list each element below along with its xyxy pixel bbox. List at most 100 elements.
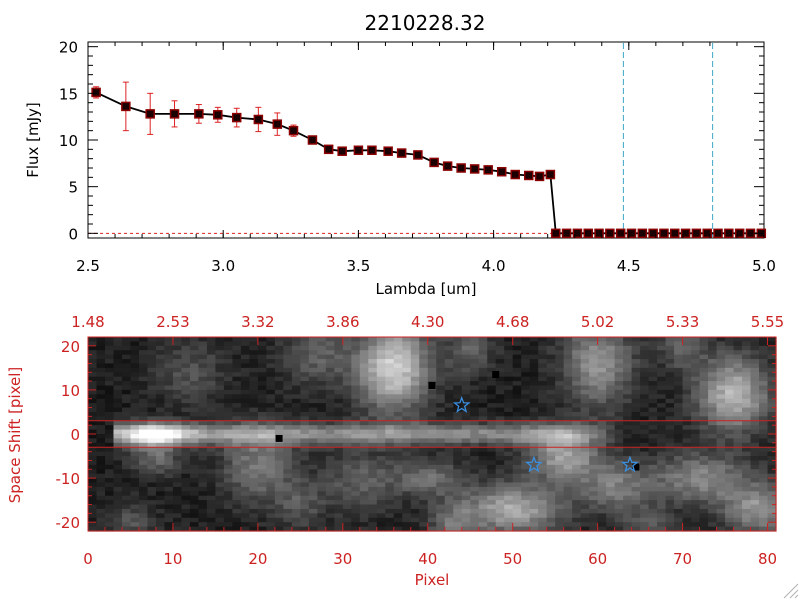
image-pixel <box>750 526 760 532</box>
image-pixel <box>614 438 624 444</box>
image-pixel <box>419 522 429 528</box>
resize-grip-icon[interactable] <box>783 583 799 599</box>
image-pixel <box>716 526 726 532</box>
image-pixel <box>640 350 650 356</box>
image-pixel <box>130 407 140 413</box>
image-pixel <box>733 438 743 444</box>
image-pixel <box>589 473 599 479</box>
image-pixel <box>742 363 752 369</box>
image-pixel <box>113 517 123 523</box>
image-pixel <box>257 451 267 457</box>
image-pixel <box>716 425 726 431</box>
image-pixel <box>682 367 692 373</box>
image-pixel <box>538 389 548 395</box>
image-pixel <box>674 522 684 528</box>
image-pixel <box>104 385 115 391</box>
image-pixel <box>189 350 200 356</box>
image-pixel <box>325 354 335 360</box>
image-pixel <box>291 434 301 440</box>
image-pixel <box>682 522 692 528</box>
image-pixel <box>572 469 582 475</box>
image-pixel <box>223 363 233 369</box>
image-pixel <box>759 478 769 484</box>
image-pixel <box>232 434 242 440</box>
image-pixel <box>410 456 420 462</box>
image-pixel <box>266 359 276 365</box>
image-pixel <box>385 381 395 387</box>
y-tick-label: 15 <box>59 85 78 103</box>
image-pixel <box>249 482 259 488</box>
image-pixel <box>546 469 556 475</box>
image-pixel <box>223 385 233 391</box>
image-pixel <box>138 486 149 492</box>
image-pixel <box>589 517 599 523</box>
image-pixel <box>427 526 437 532</box>
image-pixel <box>478 354 488 360</box>
image-pixel <box>300 359 310 365</box>
image-pixel <box>733 460 743 466</box>
image-pixel <box>512 456 522 462</box>
image-pixel <box>589 354 599 360</box>
image-pixel <box>699 367 709 373</box>
image-pixel <box>138 456 149 462</box>
image-pixel <box>648 407 658 413</box>
image-pixel <box>223 504 233 510</box>
image-pixel <box>300 345 310 351</box>
image-pixel <box>249 442 259 448</box>
image-pixel <box>325 491 335 497</box>
image-pixel <box>147 345 157 351</box>
image-pixel <box>623 403 633 409</box>
image-pixel <box>725 376 735 382</box>
image-pixel <box>631 345 641 351</box>
image-pixel <box>113 513 123 519</box>
image-pixel <box>325 429 335 435</box>
image-pixel <box>725 522 735 528</box>
image-pixel <box>640 482 650 488</box>
image-pixel <box>317 464 327 470</box>
image-pixel <box>240 376 250 382</box>
image-pixel <box>555 420 565 426</box>
image-pixel <box>402 376 412 382</box>
image-pixel <box>589 403 599 409</box>
image-pixel <box>529 350 539 356</box>
image-pixel <box>529 367 539 373</box>
image-pixel <box>385 460 395 466</box>
image-pixel <box>674 429 684 435</box>
image-pixel <box>640 345 650 351</box>
image-pixel <box>342 425 352 431</box>
image-pixel <box>308 398 318 404</box>
image-pixel <box>342 359 352 365</box>
image-pixel <box>283 456 293 462</box>
image-pixel <box>521 394 531 400</box>
image-pixel <box>597 381 607 387</box>
image-pixel <box>172 478 183 484</box>
image-pixel <box>716 403 726 409</box>
image-pixel <box>521 398 531 404</box>
image-pixel <box>691 513 701 519</box>
image-pixel <box>385 473 395 479</box>
image-pixel <box>606 500 616 506</box>
image-pixel <box>249 385 259 391</box>
image-pixel <box>172 381 183 387</box>
image-pixel <box>470 513 480 519</box>
image-pixel <box>580 345 590 351</box>
image-pixel <box>393 522 403 528</box>
pixel-tick-label: 20 <box>248 550 267 568</box>
image-pixel <box>546 429 556 435</box>
image-pixel <box>716 416 726 422</box>
image-pixel <box>317 416 327 422</box>
image-pixel <box>232 464 242 470</box>
image-pixel <box>419 350 429 356</box>
image-pixel <box>410 376 420 382</box>
image-pixel <box>648 460 658 466</box>
image-pixel <box>750 398 760 404</box>
image-pixel <box>368 486 378 492</box>
image-pixel <box>155 464 166 470</box>
image-pixel <box>138 438 149 444</box>
image-pixel <box>172 398 183 404</box>
image-pixel <box>283 469 293 475</box>
image-pixel <box>427 513 437 519</box>
image-pixel <box>512 416 522 422</box>
image-pixel <box>623 363 633 369</box>
image-pixel <box>657 486 667 492</box>
